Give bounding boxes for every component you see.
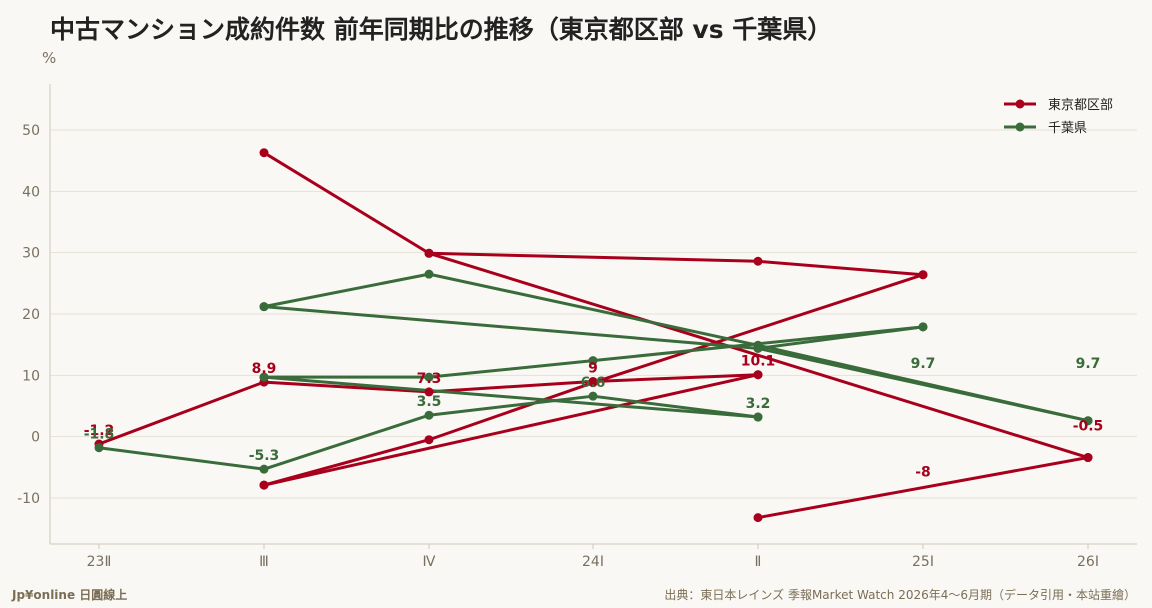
data-point-0 bbox=[753, 513, 763, 523]
data-label: 9 bbox=[588, 360, 598, 376]
legend-swatch-marker bbox=[1015, 99, 1025, 109]
series-lines bbox=[97, 151, 1090, 520]
data-label: 3.2 bbox=[746, 396, 771, 412]
y-tick-label: 50 bbox=[22, 123, 40, 139]
data-label: -8 bbox=[915, 465, 931, 481]
data-point-0 bbox=[588, 378, 598, 388]
data-label: 9.7 bbox=[911, 356, 936, 372]
data-point-0 bbox=[753, 370, 763, 380]
series-line-0 bbox=[427, 251, 1090, 460]
y-axis-unit: % bbox=[42, 49, 57, 67]
data-point-0 bbox=[424, 435, 434, 445]
data-label: -1.8 bbox=[84, 427, 115, 443]
data-label: 10.1 bbox=[741, 354, 776, 370]
data-label: 9.7 bbox=[1076, 356, 1101, 372]
x-tick-label: Ⅲ bbox=[259, 554, 269, 570]
data-point-0 bbox=[918, 270, 928, 280]
series-line-1 bbox=[756, 325, 925, 350]
data-point-1 bbox=[753, 343, 763, 353]
series-line-1 bbox=[262, 272, 1090, 423]
x-tick-label: 25Ⅰ bbox=[912, 554, 934, 570]
chart-title: 中古マンション成約件数 前年同期比の推移（東京都区部 vs 千葉県） bbox=[50, 15, 833, 44]
data-point-1 bbox=[753, 412, 763, 422]
data-point-1 bbox=[94, 443, 104, 453]
data-label: -0.5 bbox=[1073, 419, 1104, 435]
y-tick-label: 30 bbox=[22, 246, 40, 262]
axes: -10 0 10 20 30 40 50 23Ⅱ Ⅲ Ⅳ 24Ⅰ Ⅱ 25Ⅰ 26Ⅰ bbox=[17, 84, 1137, 570]
y-tick-label: 40 bbox=[22, 184, 40, 200]
series-line-1 bbox=[262, 375, 760, 419]
series-line-0 bbox=[756, 456, 1090, 520]
data-point-1 bbox=[259, 372, 269, 382]
x-tick-label: 26Ⅰ bbox=[1077, 554, 1099, 570]
data-point-1 bbox=[259, 302, 269, 312]
y-tick-label: 0 bbox=[31, 430, 40, 446]
data-point-0 bbox=[259, 480, 269, 490]
data-points bbox=[94, 148, 1093, 523]
series-line-0 bbox=[262, 373, 760, 487]
y-tick-label: 20 bbox=[22, 307, 40, 323]
data-label: -1.2 bbox=[84, 423, 115, 439]
data-point-0 bbox=[259, 148, 269, 158]
data-point-1 bbox=[918, 322, 928, 332]
series-line-1 bbox=[262, 305, 1090, 423]
legend-swatch-marker bbox=[1015, 122, 1025, 132]
y-tick-label: -10 bbox=[17, 491, 40, 507]
data-point-1 bbox=[259, 464, 269, 474]
data-point-0 bbox=[1083, 453, 1093, 463]
y-tick-label: 10 bbox=[22, 368, 40, 384]
data-label: 3.5 bbox=[417, 394, 442, 410]
data-point-1 bbox=[424, 269, 434, 279]
series-line-0 bbox=[262, 273, 925, 487]
brand-footer: Jp¥online 日圓線上 bbox=[12, 588, 128, 602]
data-point-1 bbox=[424, 372, 434, 382]
data-point-0 bbox=[753, 256, 763, 266]
data-label: 7.3 bbox=[417, 371, 442, 387]
legend-label: 千葉県 bbox=[1048, 121, 1087, 136]
series-line-0 bbox=[262, 151, 925, 277]
x-tick-label: 24Ⅰ bbox=[582, 554, 604, 570]
data-label: 8.9 bbox=[252, 361, 277, 377]
grid-lines bbox=[50, 129, 1137, 499]
data-point-1 bbox=[588, 391, 598, 401]
data-label: -5.3 bbox=[249, 448, 280, 464]
data-label: 6.6 bbox=[581, 375, 606, 391]
x-tick-label: 23Ⅱ bbox=[87, 554, 112, 570]
x-tick-label: Ⅳ bbox=[423, 554, 436, 570]
data-point-0 bbox=[424, 248, 434, 258]
x-tick-label: Ⅱ bbox=[755, 554, 762, 570]
data-labels: -1.2 8.9 7.3 9 10.1 -8 -0.5 -1.8 -5.3 3.5 6.6 3.2 9.… bbox=[84, 354, 1104, 481]
data-point-1 bbox=[1083, 416, 1093, 426]
source-footer: 出典：東日本レインズ 季報Market Watch 2026年4～6月期（データ… bbox=[664, 588, 1136, 602]
data-point-1 bbox=[588, 356, 598, 366]
legend-label: 東京都区部 bbox=[1048, 97, 1113, 113]
data-point-0 bbox=[424, 387, 434, 397]
data-point-1 bbox=[424, 410, 434, 420]
